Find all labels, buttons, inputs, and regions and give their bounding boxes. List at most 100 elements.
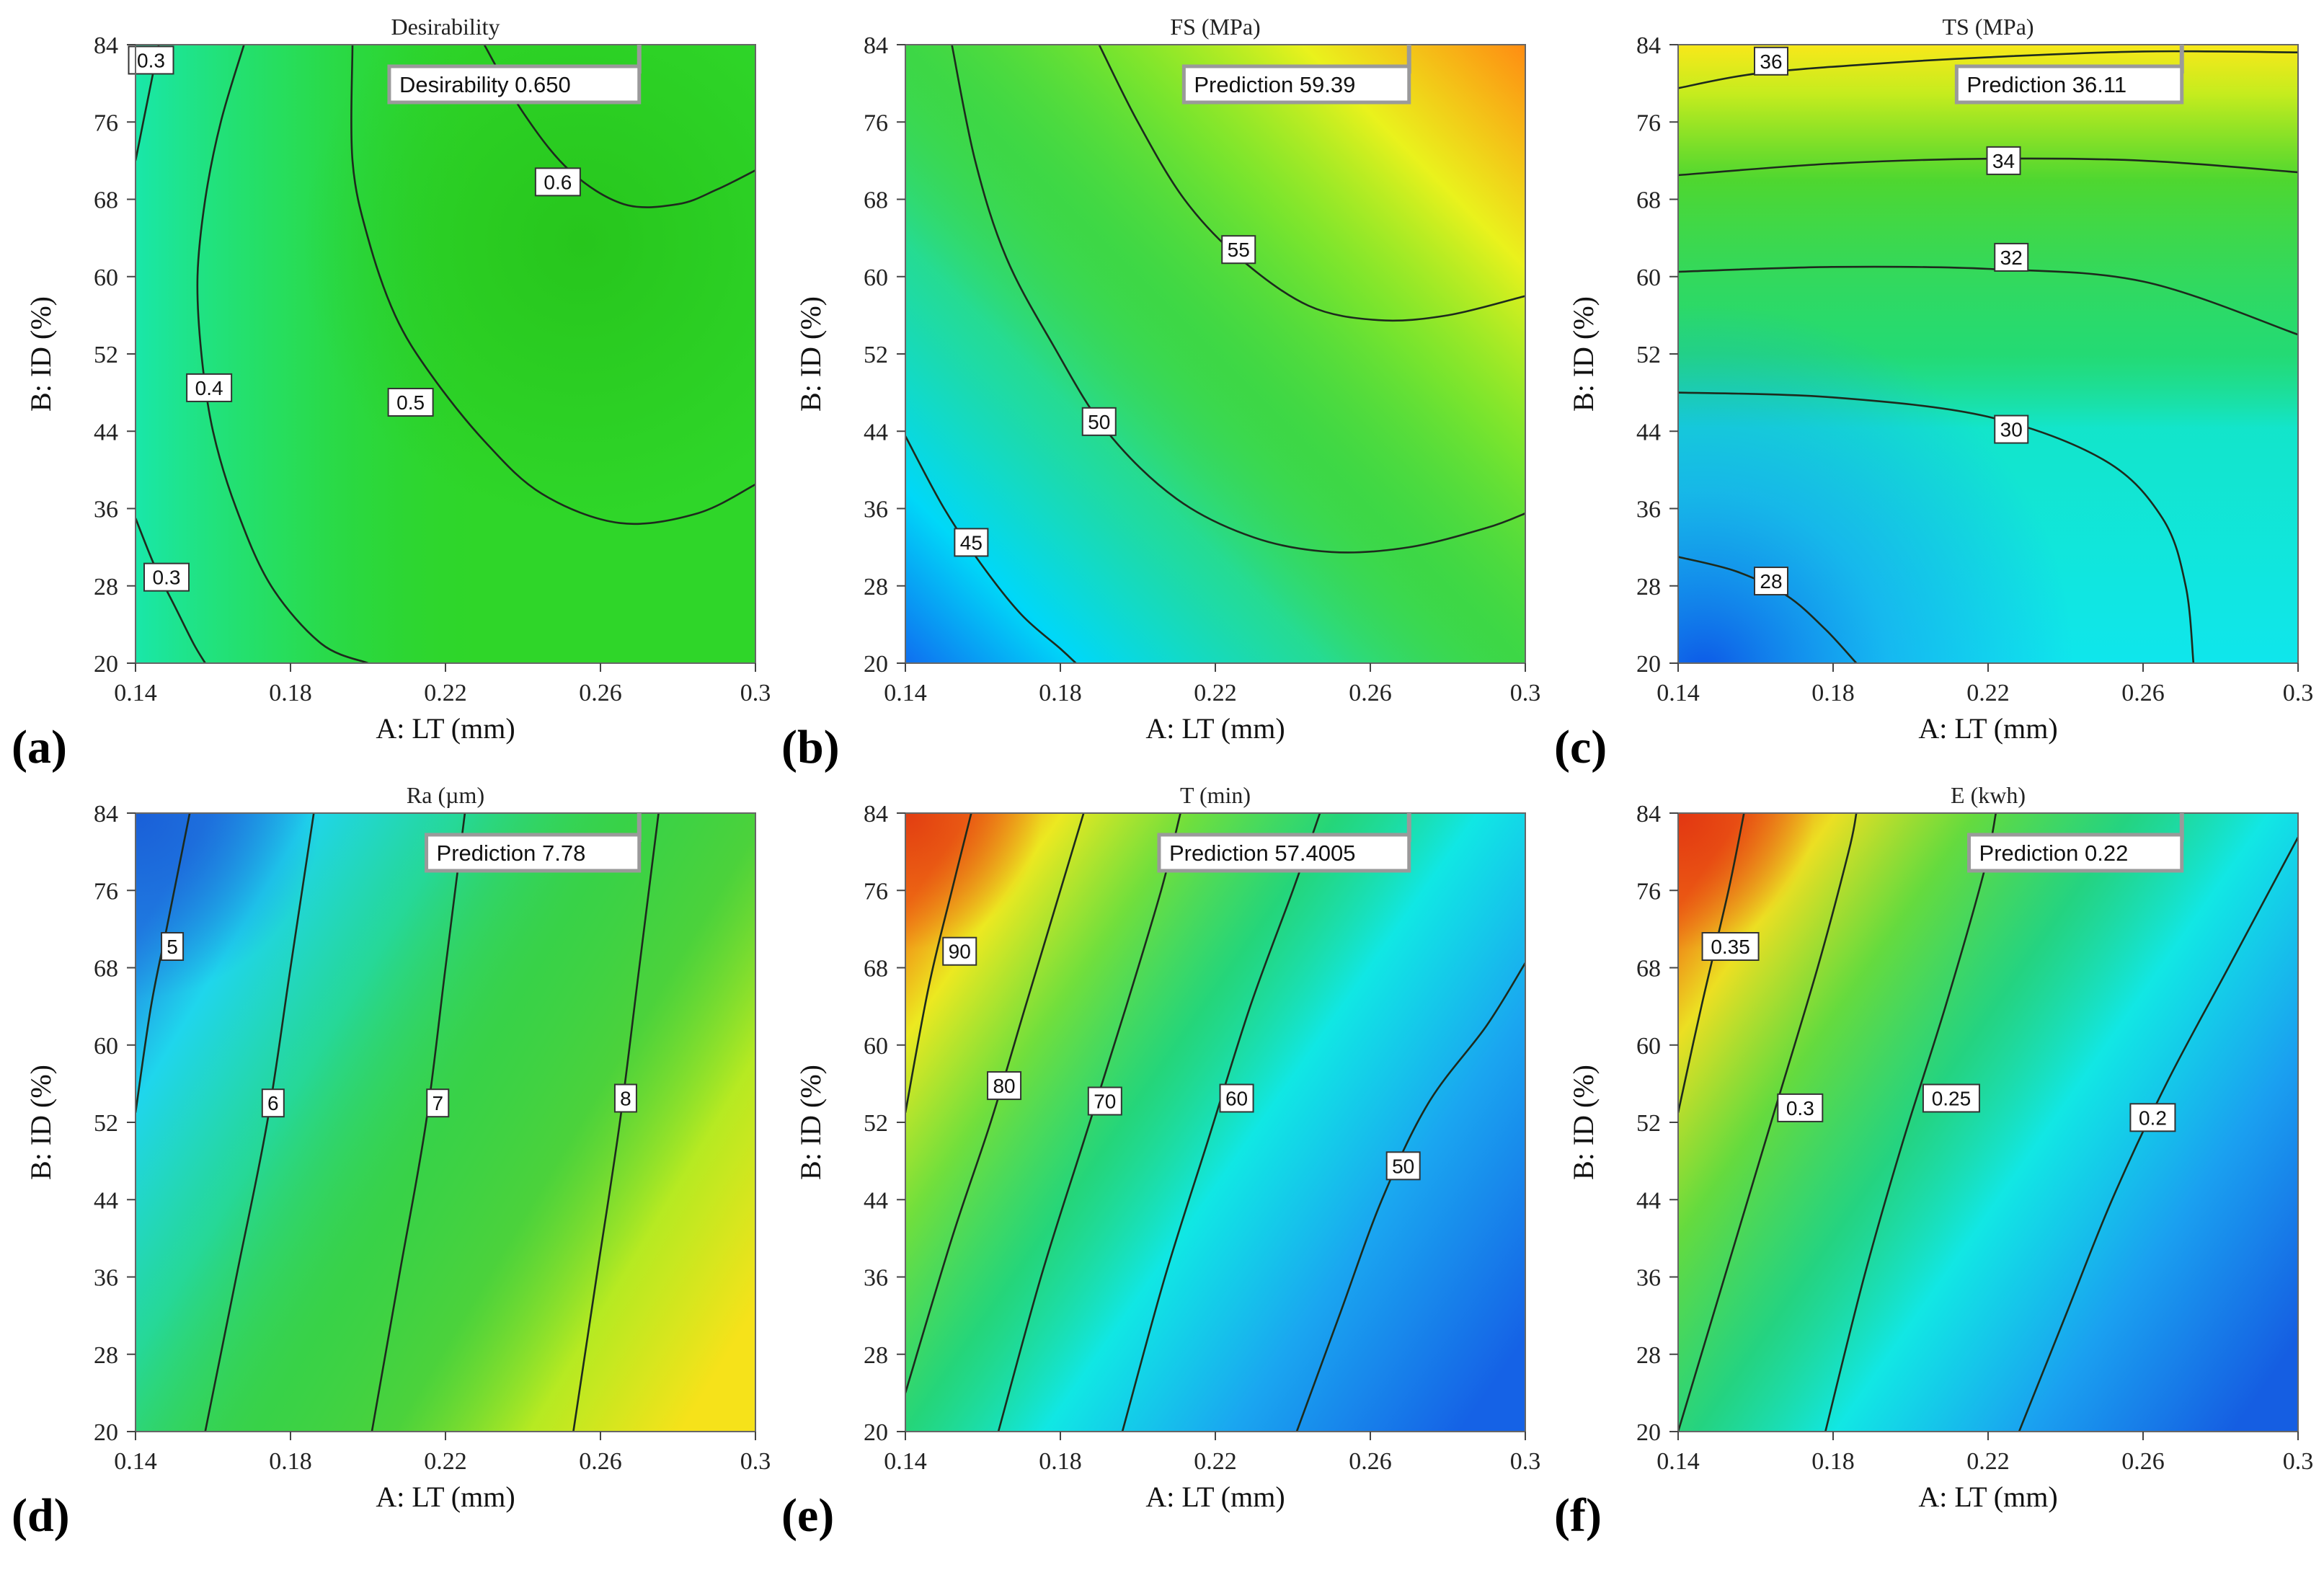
y-tick-label: 20 [1636,1419,1661,1446]
contour-label-box [1081,407,1117,436]
contour-panel-a: 0.3 0.4 0.3 0.5 0.6 Desirability 0.650 Desirab… [12,14,771,773]
contour-lines [136,813,660,1432]
y-tick-label: 20 [94,651,118,678]
prediction-box [1954,64,2184,105]
y-axis-label: B: ID (%) [794,1065,827,1180]
contour-label-box [942,936,977,966]
prediction-text: Desirability 0.650 [399,72,571,97]
color-field [136,813,755,1432]
contour-lines [136,45,755,663]
contour-label-box [1221,235,1256,265]
y-tick-label: 60 [94,265,118,291]
contour-label-text: 50 [1088,411,1110,433]
x-tick-label: 0.22 [424,1448,467,1475]
contour-line [371,813,466,1432]
prediction-flag: Prediction 57.4005 [1157,813,1411,873]
contour-label: 0.6 [534,167,581,197]
contour-label-text: 0.5 [396,391,425,414]
contour-line [136,518,206,663]
contour-label: 36 [1754,46,1788,76]
prediction-text: Prediction 7.78 [437,840,586,866]
contour-label: 0.3 [143,562,190,592]
y-axis-label: B: ID (%) [1567,296,1600,412]
contour-label-box [954,528,989,557]
contour-label: 7 [426,1088,450,1118]
y-tick-label: 20 [864,1419,888,1446]
contour-label-box [1087,1086,1122,1116]
contour-label: 50 [1081,407,1117,436]
contour-label-text: 45 [960,531,983,554]
contour-label-box [2129,1103,2176,1132]
y-tick-label: 84 [94,801,118,828]
prediction-flag: Prediction 0.22 [1967,813,2184,873]
x-tick-label: 0.3 [740,1448,771,1475]
prediction-flag: Desirability 0.650 [387,45,642,105]
x-tick-label: 0.22 [424,680,467,706]
x-axis-label: A: LT (mm) [1145,1481,1285,1513]
contour-panel-d: 5 6 7 8 Prediction 7.78 Ra (µm) 0.14 0.18 0.22 0.… [12,782,771,1542]
prediction-text: Prediction 36.11 [1966,72,2126,97]
y-tick-label: 76 [94,110,118,136]
chart-title: Ra (µm) [407,782,484,808]
contour-label-box [261,1088,285,1118]
contour-label: 0.4 [186,373,233,402]
y-axis-label: B: ID (%) [25,1065,57,1180]
contour-label: 90 [942,936,977,966]
x-axis-label: A: LT (mm) [1145,712,1285,745]
x-axis-label: A: LT (mm) [376,712,515,745]
y-axis-label: B: ID (%) [1567,1065,1600,1180]
contour-line [204,813,315,1432]
y-tick-label: 60 [1636,265,1661,291]
chart-title: Desirability [391,14,500,40]
x-tick-label: 0.14 [1656,680,1700,706]
contour-label: 50 [1385,1151,1421,1181]
contour-label-box [186,373,233,402]
y-tick-label: 28 [864,1342,888,1369]
contour-label: 0.25 [1922,1083,1980,1113]
x-tick-label: 0.26 [2121,1448,2165,1475]
contour-line [572,813,660,1432]
contour-lines [905,45,1525,663]
x-tick-label: 0.14 [114,680,157,706]
y-tick-label: 68 [94,187,118,214]
contour-label-text: 90 [949,941,971,963]
contour-label-box [426,1088,450,1118]
panel-label: (e) [781,1489,834,1542]
y-tick-label: 20 [94,1419,118,1446]
y-tick-label: 76 [1636,110,1661,136]
y-tick-label: 60 [1636,1033,1661,1060]
contour-label-box [1994,242,2029,272]
contour-panel-e: 90 80 70 60 50 Prediction 57.4005 T (min) 0.14 0… [781,782,1540,1542]
prediction-text: Prediction 59.39 [1194,72,1355,97]
contour-label-box [1754,567,1788,596]
x-tick-label: 0.18 [269,680,312,706]
x-tick-label: 0.26 [2121,680,2165,706]
y-axis-label: B: ID (%) [794,296,827,412]
prediction-box [387,64,642,105]
x-tick-label: 0.3 [1510,1448,1541,1475]
contour-label-text: 7 [432,1092,443,1114]
contour-label-text: 8 [620,1087,631,1109]
x-tick-label: 0.18 [1039,680,1082,706]
y-tick-label: 44 [1636,419,1661,445]
contour-label-text: 50 [1392,1155,1414,1177]
y-tick-label: 20 [1636,651,1661,678]
x-tick-label: 0.26 [1349,680,1392,706]
y-tick-label: 52 [94,342,118,368]
contour-line [905,813,972,1113]
contour-panel-f: 0.35 0.3 0.25 0.2 Prediction 0.22 E (kwh) 0.14… [1554,782,2313,1542]
contour-label-box [534,167,581,197]
x-tick-label: 0.14 [884,1448,927,1475]
contour-label-box [143,562,190,592]
chart-title: TS (MPa) [1942,14,2034,40]
y-tick-label: 76 [94,878,118,905]
x-tick-label: 0.14 [1656,1448,1700,1475]
y-tick-label: 52 [1636,342,1661,368]
contour-line [1098,45,1525,322]
contour-line [350,45,755,525]
contour-label-box [161,932,185,962]
contour-label: 45 [954,528,989,557]
y-tick-label: 60 [94,1033,118,1060]
y-tick-label: 84 [864,32,888,59]
y-tick-label: 52 [1636,1110,1661,1137]
